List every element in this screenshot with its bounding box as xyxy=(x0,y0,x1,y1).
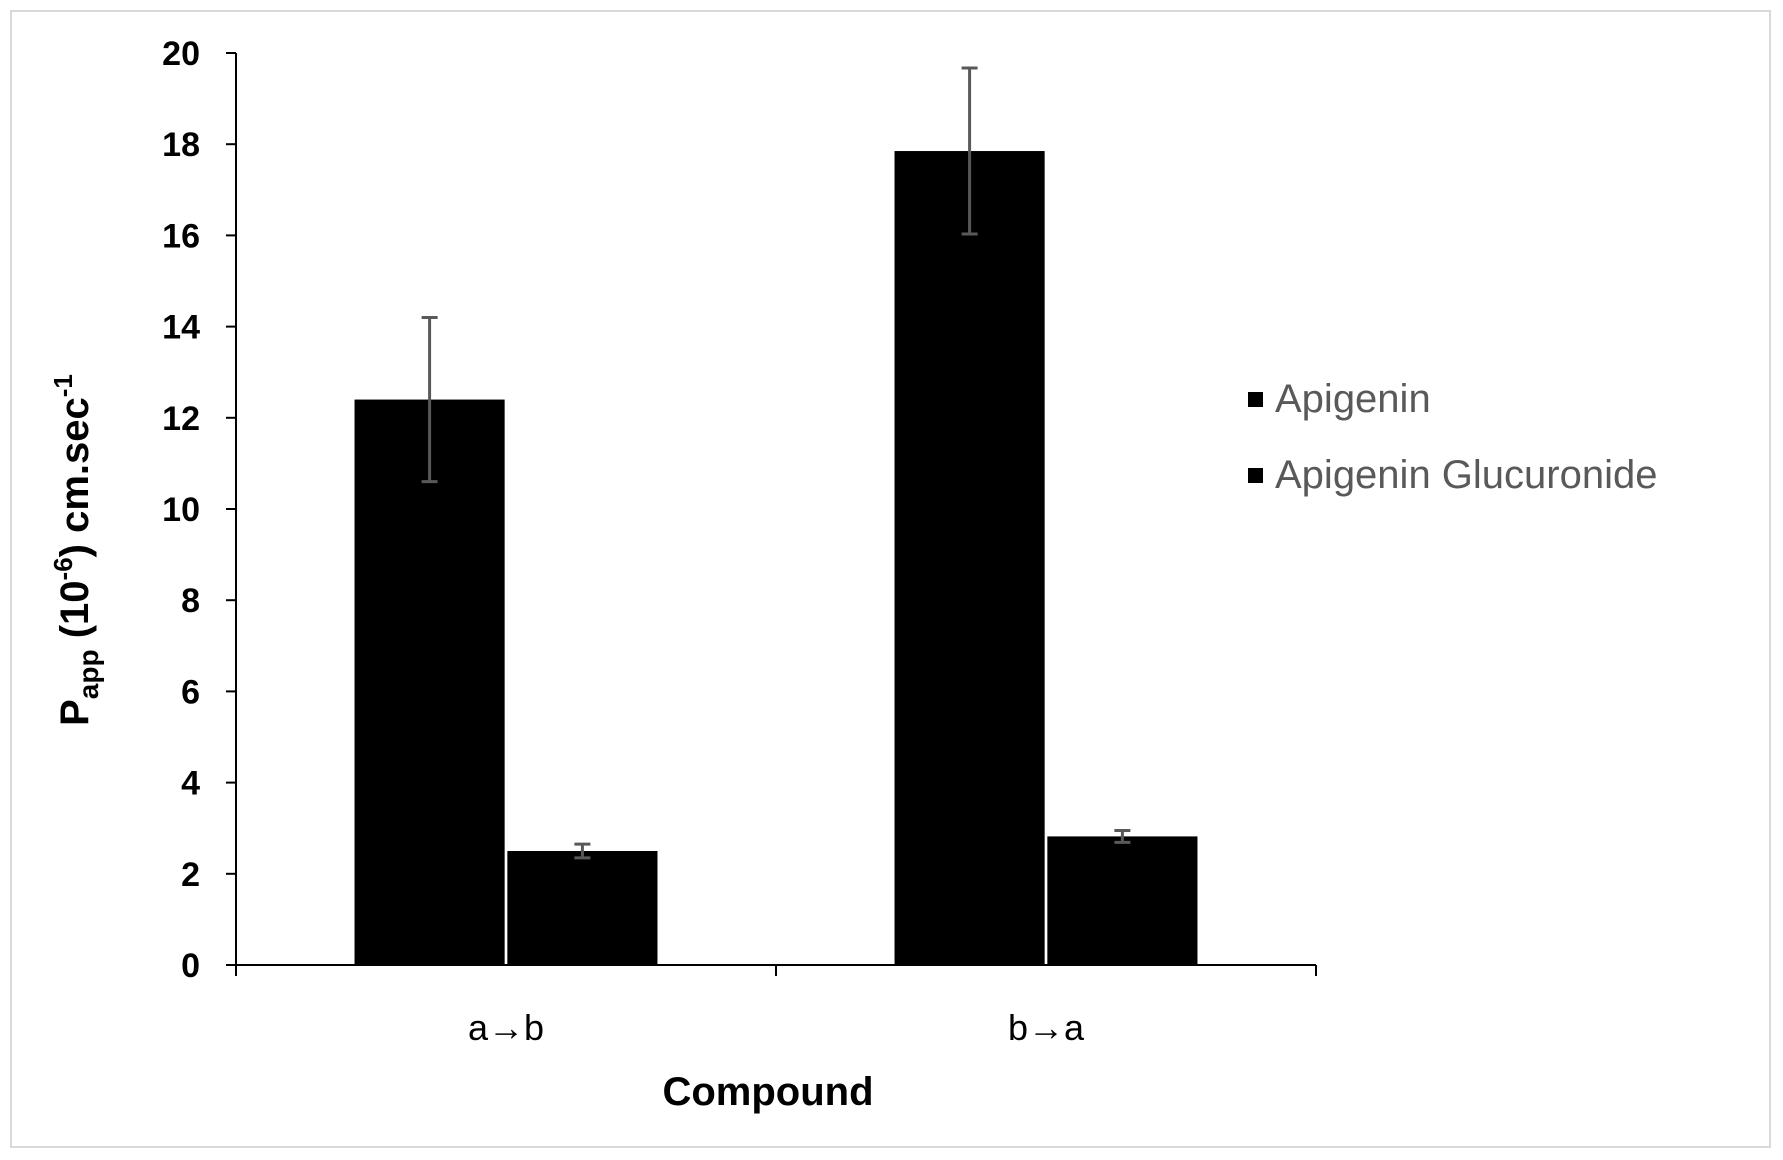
bar xyxy=(894,151,1045,966)
legend-swatch xyxy=(1248,392,1263,407)
y-tick-label: 8 xyxy=(181,582,200,620)
legend-label: Apigenin xyxy=(1275,377,1431,421)
chart-frame xyxy=(10,10,1771,1148)
y-tick-label: 0 xyxy=(181,947,200,985)
bars xyxy=(354,151,1198,966)
x-category-label: b→a xyxy=(1008,1007,1085,1048)
y-tick-label: 2 xyxy=(181,856,200,894)
y-axis-title-open: (10 xyxy=(53,580,97,649)
bar xyxy=(354,399,505,965)
y-tick-label: 14 xyxy=(162,309,200,347)
y-axis-title-exponent: -6 xyxy=(48,557,78,580)
bar xyxy=(1047,836,1198,965)
y-tick-label: 6 xyxy=(181,673,200,711)
y-tick-label: 10 xyxy=(162,491,200,529)
y-tick-label: 16 xyxy=(162,217,200,255)
y-tick-label: 4 xyxy=(181,765,200,803)
x-axis-title: Compound xyxy=(662,1070,873,1114)
bar xyxy=(507,851,658,965)
x-category-label: a→b xyxy=(468,1007,544,1048)
y-axis-title-main: P xyxy=(53,699,97,726)
y-tick-label: 18 xyxy=(162,126,200,164)
error-bars xyxy=(421,66,1131,860)
y-tick-label: 20 xyxy=(162,35,200,73)
y-axis-title-close: ) cm.sec xyxy=(53,397,97,557)
y-axis-title-exponent-2: -1 xyxy=(48,374,78,397)
y-axis-title: Papp (10-6) cm.sec-1 xyxy=(48,374,104,726)
x-axis: a→b b→a xyxy=(235,964,1317,1048)
legend-label: Apigenin Glucuronide xyxy=(1275,453,1657,497)
y-axis-title-subscript: app xyxy=(73,649,104,699)
legend-swatch xyxy=(1248,468,1263,483)
legend: Apigenin Apigenin Glucuronide xyxy=(1248,377,1657,497)
y-tick-label: 12 xyxy=(162,400,200,438)
y-axis: 0 2 4 6 8 10 12 14 16 18 20 xyxy=(162,35,237,985)
